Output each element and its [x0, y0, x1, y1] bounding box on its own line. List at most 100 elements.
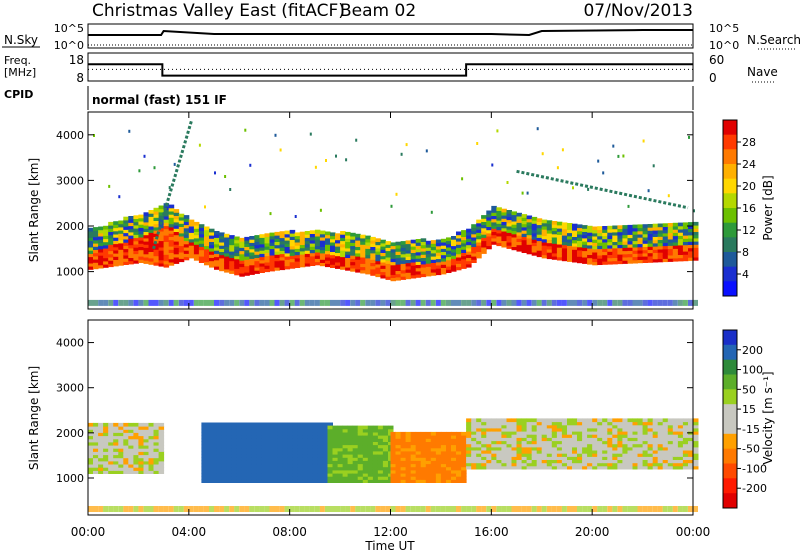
power-cell [340, 240, 346, 245]
power-cell [214, 253, 220, 258]
power-cell [567, 255, 573, 259]
power-cell [153, 242, 159, 247]
power-cell [168, 249, 175, 253]
colorbar-tick-label: -15 [742, 423, 760, 436]
power-cell [173, 260, 180, 264]
velocity-cell [347, 428, 354, 433]
velocity-cell [103, 441, 109, 446]
power-cell [259, 262, 265, 267]
power-cell [652, 246, 659, 250]
velocity-cell [302, 425, 308, 430]
power-cell [254, 267, 260, 271]
power-cell [204, 242, 210, 247]
velocity-cell [405, 463, 412, 468]
velocity-cell [352, 476, 359, 480]
velocity-cell [577, 446, 583, 451]
power-cell [365, 264, 371, 268]
velocity-cell [572, 465, 578, 470]
velocity-cell [637, 462, 643, 467]
velocity-cell [113, 460, 119, 465]
power-cell [128, 241, 134, 246]
velocity-cell [617, 421, 623, 426]
velocity-cell [312, 441, 318, 446]
velocity-cell [688, 506, 693, 512]
colorbar-tick-label: 20 [742, 180, 756, 193]
power-cell [471, 233, 477, 238]
power-cell [577, 246, 583, 251]
velocity-cell [327, 463, 333, 468]
velocity-cell [466, 446, 472, 451]
power-cell [314, 252, 321, 256]
power-cell [360, 234, 366, 239]
velocity-cell [642, 450, 649, 454]
power-cell [113, 227, 119, 232]
velocity-cell [302, 447, 308, 452]
velocity-cell [430, 469, 437, 474]
power-cell [128, 247, 134, 252]
velocity-cell [256, 428, 263, 433]
power-cell [652, 252, 659, 257]
power-cell [501, 231, 507, 235]
power-cell [309, 233, 316, 238]
velocity-cell [425, 431, 432, 436]
power-cell [572, 252, 578, 257]
velocity-cell [551, 437, 558, 442]
velocity-cell [221, 454, 228, 458]
velocity-cell [158, 426, 165, 430]
power-cell [375, 254, 381, 258]
power-cell [667, 299, 673, 306]
power-cell [506, 219, 512, 224]
power-cell [511, 214, 517, 219]
velocity-cell [342, 441, 349, 446]
velocity-cell [322, 457, 328, 461]
power-cell [138, 227, 144, 232]
velocity-cell [662, 465, 669, 470]
power-cell [405, 272, 412, 276]
velocity-cell [617, 462, 623, 467]
power-cell [249, 252, 255, 256]
freq-line [88, 63, 693, 77]
power-cell [531, 252, 538, 256]
power-cell [627, 234, 633, 239]
velocity-cell [597, 443, 603, 448]
power-cell [163, 222, 170, 227]
velocity-cell [118, 441, 124, 446]
power-cell [163, 299, 169, 306]
velocity-cell [226, 460, 233, 465]
velocity-cell [123, 464, 129, 468]
velocity-cell [390, 447, 396, 452]
power-cell [395, 192, 398, 196]
velocity-cell [93, 464, 99, 468]
power-cell [178, 258, 185, 263]
velocity-cell [277, 457, 283, 461]
velocity-cell [241, 435, 248, 439]
velocity-cell [128, 426, 134, 430]
power-cell [390, 271, 396, 275]
velocity-cell [390, 463, 396, 468]
velocity-cell [231, 428, 238, 433]
velocity-cell [440, 463, 447, 468]
velocity-cell [688, 453, 694, 457]
power-cell [239, 263, 245, 268]
velocity-cell [272, 425, 278, 430]
power-cell [123, 261, 129, 265]
velocity-cell [415, 441, 422, 446]
power-cell [183, 215, 190, 219]
velocity-cell [632, 453, 638, 457]
power-cell [395, 299, 401, 306]
power-cell [627, 244, 633, 248]
velocity-cell [158, 438, 165, 443]
power-cell [143, 234, 149, 239]
velocity-cell [93, 454, 99, 459]
velocity-cell [287, 479, 293, 483]
power-cell [592, 299, 598, 306]
velocity-cell [415, 450, 422, 455]
power-cell [395, 260, 401, 265]
power-cell [108, 247, 114, 252]
velocity-cell [481, 431, 487, 435]
power-cell [405, 246, 412, 251]
velocity-cell [282, 450, 288, 455]
velocity-cell [461, 476, 467, 480]
power-cell [551, 221, 558, 225]
velocity-cell [108, 454, 114, 459]
